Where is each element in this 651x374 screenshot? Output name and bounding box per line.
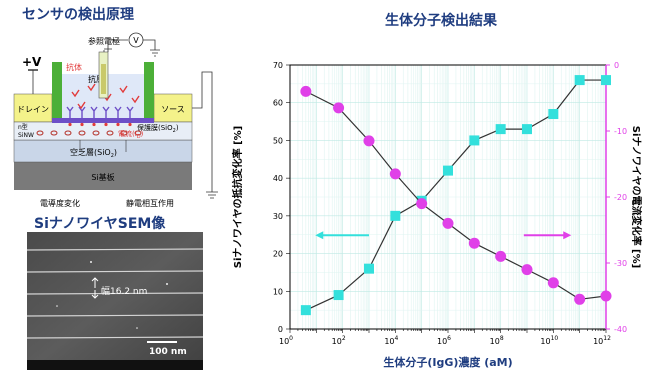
voltmeter-ground-icon [150,49,160,57]
sem-info-bar [27,360,203,370]
sensor-schematic: Si基板 空乏層(SiO2) ドレイン ソース n型 SiNW 保護膜(SiO2… [13,32,218,208]
si-substrate [14,162,192,190]
x-tick-label: 102 [332,335,346,346]
data-point-circle [300,85,312,97]
data-point-circle [600,290,612,302]
source-label: ソース [161,105,185,114]
data-point-square [443,165,453,176]
data-point-square [469,135,480,146]
y-tick-label-right: -20 [614,193,627,202]
y-tick-label-left: 0 [278,325,283,334]
y-tick-label-right: -40 [614,325,627,334]
x-tick-label: 1010 [540,335,558,346]
arrow-left-head-icon [315,231,324,240]
chamber-wall-right [144,62,154,118]
data-point-square [495,124,506,135]
data-point-square [364,263,374,274]
series-line-square [305,79,606,311]
antibody-tag: 抗体 [66,62,82,72]
width-label: 幅16.2 nm [101,285,147,297]
reference-electrode-label: 参照電極 [88,36,120,46]
electron-row [36,130,142,136]
scale-label: 100 nm [149,347,187,357]
arrow-right-head-icon [563,231,572,240]
direction-arrows [315,231,572,240]
data-point-square [601,75,611,86]
data-point-circle [333,102,345,114]
y-tick-label-right: 0 [614,61,619,70]
nanowire-lines [27,248,203,339]
data-point-circle [363,135,375,147]
data-point-circle [416,198,428,210]
data-point-circle [442,217,454,229]
voltmeter-label: V [133,36,139,45]
electrostatic-label: 静電相互作用 [126,198,174,208]
data-point-square [390,210,401,221]
x-axis-label: 生体分子(IgG)濃度 (aM) [383,355,512,369]
series [300,75,612,316]
antibody-array [66,106,134,118]
sinw-label: SiNW [18,132,34,139]
current-label: 電流(ID) [118,129,144,140]
supply-voltage-label: +V [22,55,42,69]
y-tick-label-right: -10 [614,127,627,136]
conductivity-change-label: 電導度変化 [40,198,80,208]
data-point-square [300,305,311,316]
antigen-particles [71,83,140,110]
data-point-circle [495,250,507,262]
protective-oxide [52,118,154,123]
detection-chart: 100 102 104 106 108 1010 1012 0 10 20 30 40 50 60 70 0 -… [231,61,643,369]
data-point-square [333,290,344,301]
buried-oxide-label: 空乏層(SiO2) [70,147,117,159]
data-point-square [548,109,559,120]
y-tick-label-left: 60 [273,99,283,108]
chart-title: 生体分子検出結果 [385,13,497,29]
y-tick-label-right: -30 [614,259,627,268]
data-point-circle [574,293,586,305]
data-point-circle [547,277,559,289]
x-tick-label: 100 [279,335,293,346]
y-axis-label-right: Siナノワイヤの電流変化率 [%] [630,126,643,268]
data-point-circle [389,168,401,180]
data-point-circle [521,264,533,276]
data-point-square [574,75,585,86]
surface-charges [68,122,132,127]
protective-oxide-label: 保護膜(SiO2) [137,123,179,134]
n-type-label: n型 [18,123,28,131]
chamber-wall-left [52,62,62,118]
data-point-square [522,124,532,135]
y-tick-label-left: 30 [273,212,283,221]
axis-ticks: 100 102 104 106 108 1010 1012 0 10 20 30 40 50 60 70 0 -… [273,61,627,346]
source-ground-icon [192,71,218,199]
x-tick-label: 1012 [593,335,611,346]
x-tick-label: 108 [490,335,504,346]
y-axis-label-left: Siナノワイヤの抵抗変化率 [%] [231,126,244,268]
x-tick-label: 106 [437,335,451,346]
si-substrate-label: Si基板 [91,172,114,182]
drain-label: ドレイン [17,105,49,114]
y-tick-label-left: 40 [273,174,283,183]
left-panel-title: センサの検出原理 [22,7,134,23]
antigen-label: 抗原 [88,74,104,84]
data-point-circle [468,237,480,249]
y-tick-label-left: 70 [273,61,283,70]
y-tick-label-left: 10 [273,287,283,296]
sem-image: 幅16.2 nm 100 nm [27,232,203,370]
y-tick-label-left: 50 [273,136,283,145]
source-block [153,93,193,123]
x-tick-label: 104 [384,335,398,346]
sem-title: SiナノワイヤSEM像 [34,216,166,232]
y-tick-label-left: 20 [273,250,283,259]
